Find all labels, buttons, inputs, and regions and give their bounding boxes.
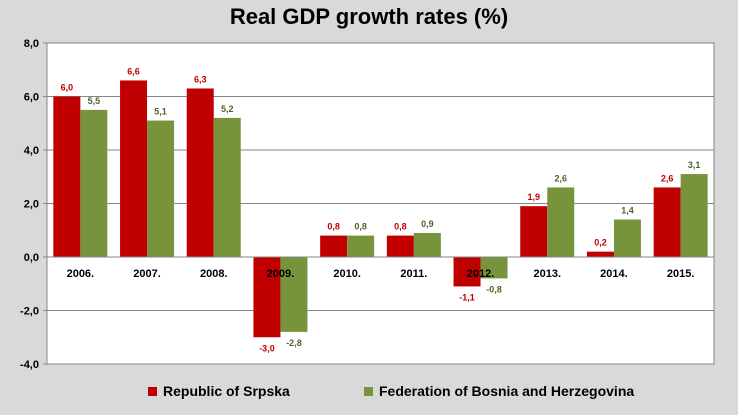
x-tick-label: 2011. xyxy=(400,268,427,280)
y-tick-label: -2,0 xyxy=(20,306,39,318)
bar xyxy=(613,219,641,257)
bar xyxy=(186,88,214,257)
y-tick-label: 2,0 xyxy=(24,199,39,211)
bar xyxy=(280,257,308,332)
chart-title: Real GDP growth rates (%) xyxy=(229,4,509,29)
data-label: 5,5 xyxy=(88,96,101,106)
data-label: 2,6 xyxy=(661,173,674,183)
data-label: 6,6 xyxy=(127,66,140,76)
bar xyxy=(147,120,175,257)
bar xyxy=(453,257,481,287)
x-tick-label: 2009. xyxy=(267,268,295,280)
x-tick-label: 2015. xyxy=(667,268,695,280)
bar xyxy=(480,257,508,279)
bar xyxy=(386,235,414,257)
data-label: 2,6 xyxy=(554,173,567,183)
x-tick-label: 2014. xyxy=(600,268,628,280)
x-tick-label: 2012. xyxy=(467,268,495,280)
bar xyxy=(53,96,81,257)
data-label: 3,1 xyxy=(688,160,701,170)
bar xyxy=(320,235,348,257)
data-label: -0,8 xyxy=(486,284,502,294)
bar xyxy=(253,257,281,338)
data-label: 1,9 xyxy=(527,192,540,202)
legend-item-federation: Federation of Bosnia and Herzegovina xyxy=(364,383,634,399)
data-label: 0,8 xyxy=(394,222,407,232)
x-tick-label: 2007. xyxy=(133,268,161,280)
bar xyxy=(520,206,548,257)
x-tick-label: 2013. xyxy=(533,268,561,280)
legend-swatch-srpska xyxy=(148,386,157,396)
x-tick-label: 2008. xyxy=(200,268,228,280)
data-label: -2,8 xyxy=(286,338,302,348)
legend-swatch-federation xyxy=(364,386,373,396)
data-label: 6,3 xyxy=(194,74,207,84)
bar xyxy=(586,251,614,257)
data-label: -3,0 xyxy=(259,343,275,353)
data-label: 6,0 xyxy=(61,83,74,93)
bar xyxy=(80,109,108,257)
x-tick-label: 2006. xyxy=(67,268,95,280)
y-tick-label: 6,0 xyxy=(24,92,39,104)
x-tick-label: 2010. xyxy=(333,268,361,280)
bar xyxy=(213,117,241,258)
data-label: 5,1 xyxy=(154,107,167,117)
legend-label-srpska: Republic of Srpska xyxy=(163,383,290,399)
data-label: 5,2 xyxy=(221,104,234,114)
bar xyxy=(547,187,575,257)
bar xyxy=(413,232,441,257)
data-label: 0,9 xyxy=(421,219,434,229)
data-label: 0,8 xyxy=(327,222,340,232)
data-label: -1,1 xyxy=(459,292,475,302)
data-label: 0,2 xyxy=(594,238,607,248)
y-tick-label: 8,0 xyxy=(24,38,39,50)
y-tick-label: 4,0 xyxy=(24,145,39,157)
legend: Republic of Srpska Federation of Bosnia … xyxy=(0,383,738,405)
y-tick-label: -4,0 xyxy=(20,359,39,371)
data-label: 1,4 xyxy=(621,206,634,216)
data-label: 0,8 xyxy=(354,222,367,232)
bar xyxy=(680,174,708,257)
bar xyxy=(653,187,681,257)
bar xyxy=(347,235,375,257)
legend-label-federation: Federation of Bosnia and Herzegovina xyxy=(379,383,635,399)
legend-item-srpska: Republic of Srpska xyxy=(148,383,290,399)
bar xyxy=(120,80,148,257)
y-tick-label: 0,0 xyxy=(24,252,39,264)
